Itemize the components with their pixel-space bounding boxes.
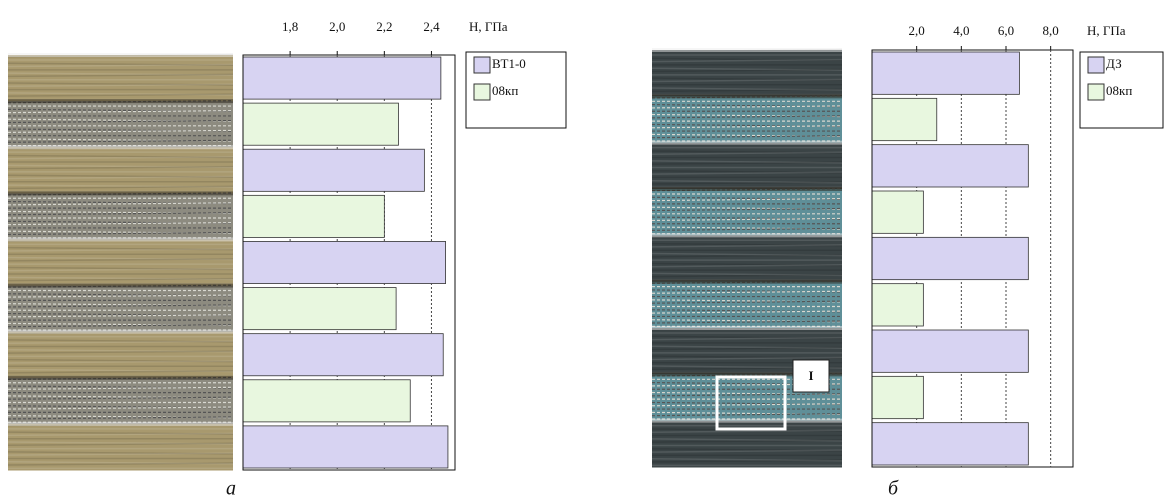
bar <box>243 149 424 191</box>
bar <box>872 423 1028 465</box>
bar <box>872 52 1019 94</box>
x-tick-label: 2,2 <box>376 19 392 34</box>
boundary <box>8 284 233 288</box>
boundary <box>652 419 842 423</box>
legend-swatch <box>1088 57 1104 73</box>
bar <box>872 237 1028 279</box>
boundary <box>8 330 233 334</box>
bar <box>872 191 923 233</box>
x-tick-label: 2,0 <box>329 19 345 34</box>
x-tick-label: 1,8 <box>282 19 298 34</box>
legend-swatch <box>474 57 490 73</box>
x-tick-label: 6,0 <box>998 23 1014 38</box>
caption: б <box>888 478 899 500</box>
boundary <box>652 94 842 98</box>
bar <box>243 195 384 237</box>
x-tick-label: 8,0 <box>1043 23 1059 38</box>
boundary <box>652 187 842 191</box>
x-axis-label: H, ГПа <box>469 19 508 34</box>
boundary <box>8 99 233 103</box>
bar <box>243 288 396 330</box>
boundary <box>8 376 233 380</box>
legend-label: ДЗ <box>1106 56 1122 71</box>
legend-swatch <box>474 84 490 100</box>
boundary <box>8 422 233 426</box>
boundary <box>652 280 842 284</box>
boundary <box>8 191 233 195</box>
legend-swatch <box>1088 84 1104 100</box>
bar <box>243 103 398 145</box>
boundary <box>652 233 842 237</box>
x-axis-label: H, ГПа <box>1087 23 1126 38</box>
bar <box>243 57 441 99</box>
bar <box>243 380 410 422</box>
boundary <box>652 326 842 330</box>
bar <box>872 284 923 326</box>
x-tick-label: 4,0 <box>953 23 969 38</box>
boundary <box>8 237 233 241</box>
boundary <box>652 141 842 145</box>
legend-label: ВТ1-0 <box>492 56 526 71</box>
bar <box>872 330 1028 372</box>
figure: 1,8 2,0 2,2 2,4 H, ГПа ВТ1-0 08кп а 2,0 4,0 6,0 8,0… <box>0 0 1164 503</box>
caption: а <box>226 478 236 500</box>
legend-label: 08кп <box>492 83 518 98</box>
bar <box>872 145 1028 187</box>
legend-label: 08кп <box>1106 83 1132 98</box>
boundary <box>652 48 842 52</box>
x-tick-label: 2,4 <box>423 19 440 34</box>
bar <box>243 241 446 283</box>
x-tick-label: 2,0 <box>909 23 925 38</box>
bar <box>243 334 443 376</box>
bar <box>243 426 448 468</box>
annotation: I <box>808 368 813 383</box>
boundary <box>8 145 233 149</box>
bar <box>872 376 923 418</box>
boundary <box>8 53 233 57</box>
bar <box>872 98 937 140</box>
